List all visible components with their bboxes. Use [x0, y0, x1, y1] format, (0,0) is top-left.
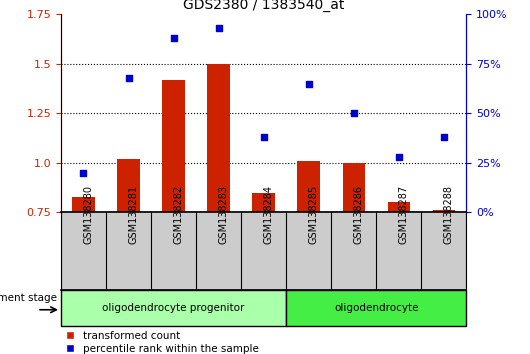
Bar: [342, 163, 365, 212]
Text: GSM138287: GSM138287: [399, 185, 409, 244]
Bar: [117, 159, 140, 212]
Bar: [207, 64, 230, 212]
Bar: [387, 202, 410, 212]
Point: [394, 154, 403, 160]
Legend: transformed count, percentile rank within the sample: transformed count, percentile rank withi…: [66, 331, 259, 354]
Bar: [432, 210, 455, 212]
Bar: [162, 80, 185, 212]
Bar: [286, 290, 466, 326]
Point: [214, 25, 223, 31]
Text: GSM138284: GSM138284: [263, 185, 273, 244]
Bar: [252, 193, 275, 212]
Text: GSM138283: GSM138283: [218, 185, 228, 244]
Point: [440, 134, 448, 140]
Text: GSM138281: GSM138281: [128, 185, 138, 244]
Title: GDS2380 / 1383540_at: GDS2380 / 1383540_at: [183, 0, 344, 12]
Bar: [61, 290, 286, 326]
Bar: [297, 161, 320, 212]
Point: [350, 110, 358, 116]
Text: GSM138280: GSM138280: [84, 185, 93, 244]
Point: [124, 75, 132, 80]
Point: [80, 170, 88, 176]
Text: GSM138285: GSM138285: [308, 185, 319, 244]
Text: GSM138286: GSM138286: [354, 185, 364, 244]
Point: [169, 35, 178, 41]
Bar: [72, 196, 95, 212]
Text: development stage: development stage: [0, 293, 57, 303]
Text: GSM138282: GSM138282: [173, 185, 183, 244]
Text: GSM138288: GSM138288: [444, 185, 454, 244]
Text: oligodendrocyte: oligodendrocyte: [334, 303, 419, 313]
Point: [304, 81, 313, 86]
Text: oligodendrocyte progenitor: oligodendrocyte progenitor: [102, 303, 245, 313]
Point: [259, 134, 268, 140]
